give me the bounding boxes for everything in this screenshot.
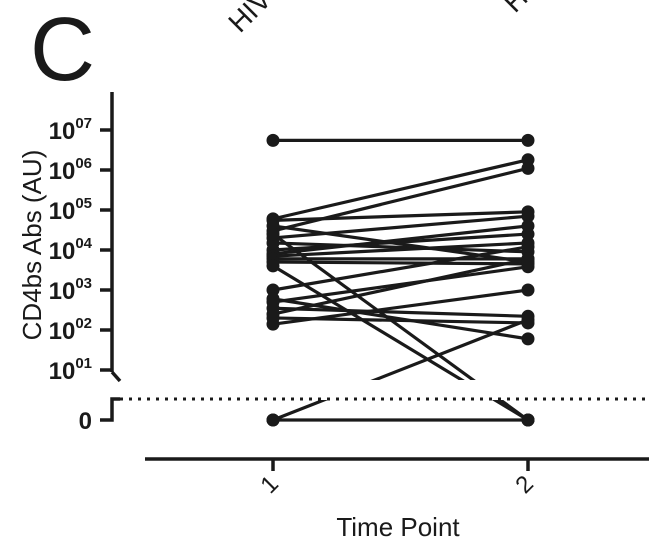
series-line — [272, 214, 529, 240]
series-line — [272, 241, 529, 258]
top-label-1: HIV — [222, 0, 277, 38]
data-point — [521, 133, 535, 147]
y-tick-label: 1005 — [49, 195, 92, 225]
series-line — [272, 166, 529, 233]
y-tick-label: 1003 — [49, 275, 92, 305]
data-point — [521, 332, 535, 346]
y-tick-label: 1004 — [49, 235, 93, 265]
series-line — [272, 232, 529, 252]
data-point — [521, 283, 535, 297]
data-point — [266, 133, 280, 147]
x-tick-label: 2 — [510, 470, 539, 499]
x-tick-label: 1 — [255, 470, 284, 499]
series-line — [272, 158, 529, 221]
data-point — [521, 240, 535, 254]
data-point — [521, 413, 535, 427]
y-ticks: 1001 1002 1003 1004 1005 1006 1007 — [49, 115, 112, 385]
series-line — [272, 297, 529, 341]
series-line — [272, 245, 529, 292]
series-line — [272, 264, 529, 422]
data-point — [521, 255, 535, 269]
y-axis-break-top — [110, 370, 122, 383]
x-axis-title: Time Point — [336, 512, 460, 542]
data-point — [266, 301, 280, 315]
data-point — [266, 227, 280, 241]
panel-label: C — [30, 0, 95, 100]
series-line — [272, 224, 529, 256]
data-point — [266, 311, 280, 325]
top-label-2: H — [497, 0, 533, 18]
data-point — [266, 413, 280, 427]
data-point — [521, 313, 535, 327]
series-line — [272, 241, 529, 254]
series-line — [272, 260, 529, 266]
series-line — [272, 318, 529, 422]
data-point — [521, 161, 535, 175]
y-tick-label: 1007 — [49, 115, 92, 145]
y-axis-title: CD4bs Abs (AU) — [17, 150, 47, 341]
series-line — [272, 210, 529, 222]
y-tick-label-zero: 0 — [79, 408, 92, 435]
series-points — [266, 133, 535, 427]
series-line — [272, 306, 529, 318]
data-point — [266, 292, 280, 306]
y-axis-zero-bracket — [100, 397, 120, 422]
series-line — [272, 224, 529, 264]
y-tick-label: 1001 — [49, 355, 92, 385]
data-point — [266, 259, 280, 273]
series-line — [272, 265, 529, 304]
y-tick-label: 1002 — [49, 315, 92, 345]
series-lines — [272, 138, 529, 422]
y-tick-label: 1006 — [49, 155, 92, 185]
data-point — [521, 209, 535, 223]
